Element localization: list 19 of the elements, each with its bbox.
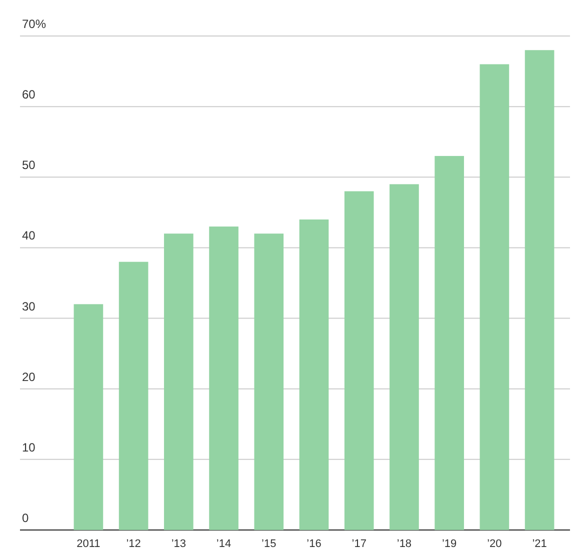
y-tick-label: 0 [22, 511, 29, 525]
x-tick-label: ’14 [216, 538, 232, 550]
x-tick-label: ’18 [396, 538, 412, 550]
y-tick-label: 50 [22, 158, 36, 172]
x-tick-label: ’19 [442, 538, 457, 550]
x-tick-label: 2011 [76, 538, 100, 550]
y-tick-label: 40 [22, 228, 36, 243]
x-tick-label: ’20 [487, 538, 502, 550]
y-tick-label: 70% [22, 17, 46, 31]
x-tick-label: ’17 [352, 538, 366, 550]
y-tick-label: 60 [22, 88, 36, 102]
y-tick-label: 20 [22, 370, 36, 384]
x-tick-label: ’13 [171, 538, 186, 550]
x-tick-label: ’12 [126, 538, 141, 550]
y-tick-label: 10 [22, 440, 36, 454]
y-tick-label: 30 [22, 299, 36, 314]
x-tick-label: ’21 [532, 538, 547, 550]
x-tick-label: ’15 [262, 538, 276, 550]
x-tick-label: ’16 [306, 538, 322, 550]
